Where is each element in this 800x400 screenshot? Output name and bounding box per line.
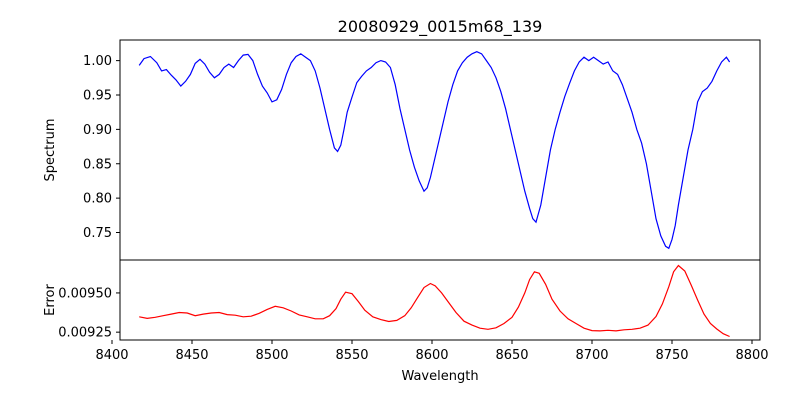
- error-series-line: [139, 264, 730, 338]
- spectrum-series-line: [138, 51, 731, 250]
- x-tick-label: 8650: [495, 348, 528, 363]
- spectrum-panel: 0.75 0.80 0.85 0.90 0.95 1.00 Spectrum: [43, 39, 761, 261]
- spectrum-y-tick-label: 0.75: [83, 226, 112, 241]
- error-axes-frame: [119, 259, 761, 341]
- x-tick-label: 8550: [335, 348, 368, 363]
- spectrum-y-axis-label: Spectrum: [43, 119, 58, 182]
- error-y-axis-label: Error: [43, 284, 58, 316]
- error-y-tick-label: 0.00950: [58, 286, 112, 301]
- x-tick-label: 8400: [95, 348, 128, 363]
- error-x-ticks: 8400 8450 8500 8550 8600 8650 8700 8750 8800: [95, 340, 769, 363]
- spectrum-y-tick-label: 0.95: [83, 89, 112, 104]
- error-y-ticks: 0.00925 0.00950: [58, 286, 120, 341]
- error-y-tick-label: 0.00925: [58, 326, 112, 341]
- spectrum-y-tick-label: 0.90: [83, 123, 112, 138]
- spectrum-y-tick-label: 0.80: [83, 192, 112, 207]
- x-tick-label: 8750: [655, 348, 688, 363]
- x-axis-label: Wavelength: [401, 369, 478, 384]
- spectrum-y-tick-label: 0.85: [83, 157, 112, 172]
- x-tick-label: 8800: [735, 348, 768, 363]
- spectrum-y-tick-label: 1.00: [83, 54, 112, 69]
- x-tick-label: 8450: [175, 348, 208, 363]
- x-tick-label: 8700: [575, 348, 608, 363]
- x-tick-label: 8500: [255, 348, 288, 363]
- chart-title: 20080929_0015m68_139: [338, 17, 543, 37]
- spectrum-y-ticks: 0.75 0.80 0.85 0.90 0.95 1.00: [83, 54, 120, 241]
- x-tick-label: 8600: [415, 348, 448, 363]
